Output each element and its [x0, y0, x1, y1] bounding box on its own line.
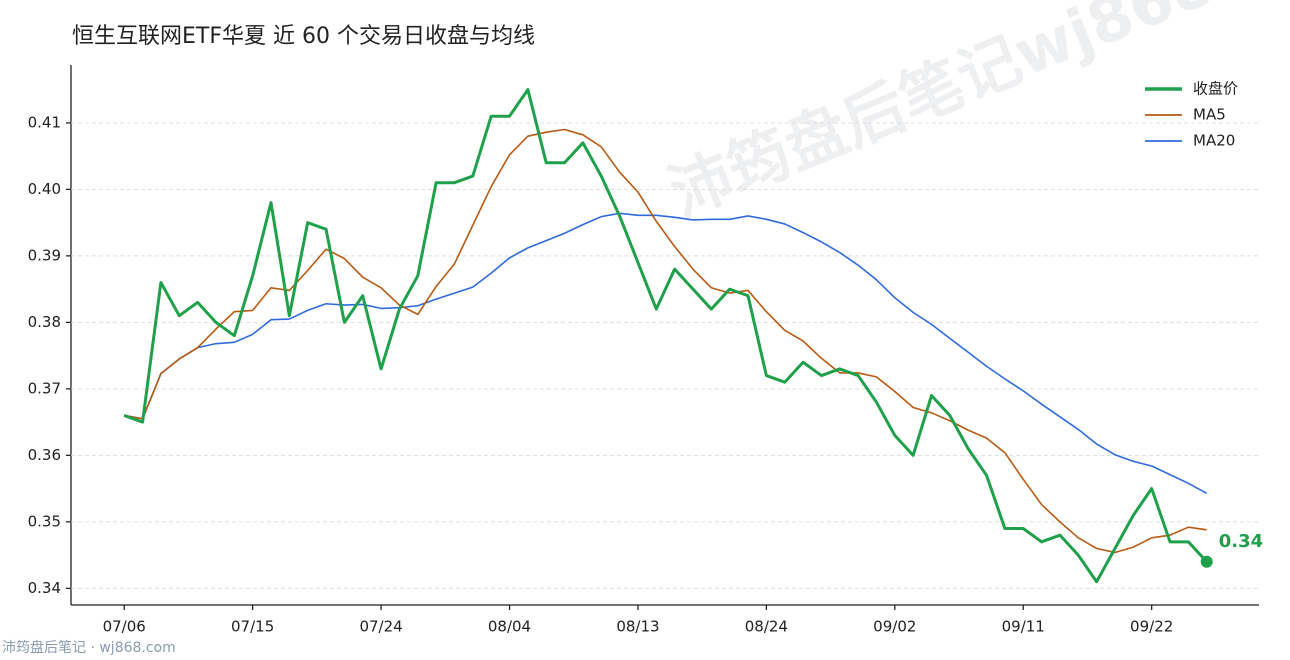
series-line [123, 88, 1208, 584]
legend-label: 收盘价 [1193, 80, 1238, 98]
x-tick-label: 07/06 [103, 618, 146, 636]
y-tick-label: 0.36 [28, 446, 61, 464]
legend-label: MA5 [1193, 106, 1226, 124]
value-label: 0.34 [1219, 531, 1263, 552]
y-tick-label: 0.39 [28, 246, 61, 264]
y-tick-label: 0.34 [28, 579, 61, 597]
x-tick-label: 09/11 [1002, 618, 1045, 636]
series-line [124, 212, 1208, 494]
y-tick-label: 0.35 [28, 512, 61, 530]
y-tick-label: 0.38 [28, 313, 61, 331]
x-tick-label: 09/02 [873, 618, 916, 636]
x-tick-label: 07/24 [359, 618, 402, 636]
x-tick-label: 09/22 [1130, 618, 1173, 636]
x-tick-label: 07/15 [231, 618, 274, 636]
series-line [124, 128, 1207, 554]
chart-title: 恒生互联网ETF华夏 近 60 个交易日收盘与均线 [72, 24, 535, 49]
x-tick-label: 08/13 [616, 618, 659, 636]
y-tick-label: 0.40 [28, 180, 61, 198]
legend-label: MA20 [1193, 132, 1235, 150]
y-tick-label: 0.37 [28, 379, 61, 397]
x-tick-label: 08/04 [488, 618, 531, 636]
footer: 沛筠盘后笔记 · wj868.com [2, 639, 176, 656]
x-tick-label: 08/24 [745, 618, 788, 636]
y-tick-label: 0.41 [28, 113, 61, 131]
end-point [1200, 555, 1213, 568]
